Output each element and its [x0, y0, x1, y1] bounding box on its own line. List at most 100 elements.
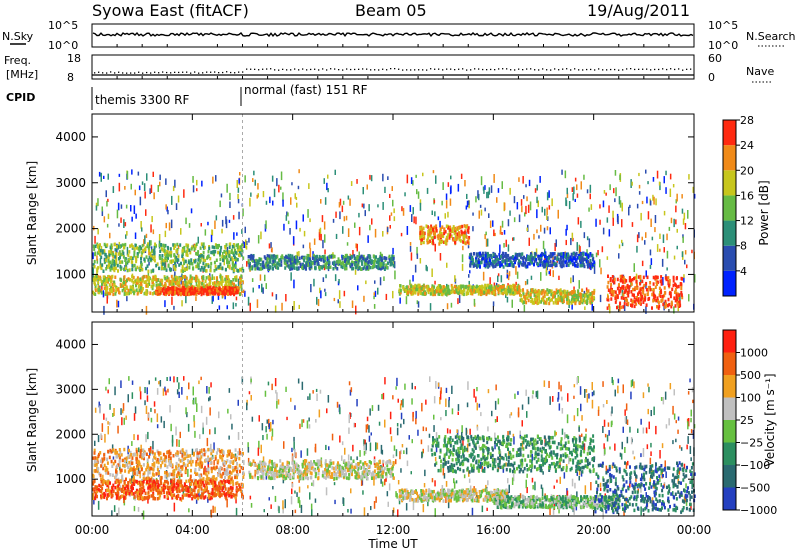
echo-cell: [199, 246, 202, 250]
nave-point: [382, 68, 384, 70]
scatter-cell: [427, 445, 430, 452]
freq-left-label-line2: [MHz]: [6, 68, 38, 81]
echo-cell: [431, 241, 434, 245]
echo-cell: [94, 244, 97, 248]
echo-cell: [481, 288, 483, 292]
echo-cell: [313, 262, 316, 266]
echo-cell: [494, 254, 497, 259]
echo-cell: [561, 260, 563, 264]
scatter-cell: [489, 277, 491, 285]
echo-cell: [176, 242, 179, 247]
scatter-cell: [197, 236, 199, 244]
echo-cell: [485, 288, 488, 292]
echo-cell: [202, 276, 205, 281]
scatter-cell: [565, 239, 567, 246]
echo-cell: [550, 289, 553, 293]
echo-cell: [293, 266, 296, 270]
echo-cell: [360, 267, 363, 271]
echo-cell: [190, 261, 193, 265]
echo-cell: [299, 262, 302, 267]
echo-cell: [628, 276, 631, 280]
scatter-cell: [347, 228, 350, 237]
echo-cell: [527, 294, 530, 298]
scatter-cell: [412, 180, 414, 186]
echo-cell: [159, 283, 162, 287]
scatter-cell: [688, 174, 690, 180]
scatter-cell: [226, 305, 228, 310]
echo-cell: [627, 294, 630, 298]
nave-point: [190, 72, 192, 74]
scatter-cell: [599, 259, 601, 268]
echo-cell: [100, 266, 103, 271]
scatter-cell: [503, 202, 506, 211]
echo-cell: [129, 278, 131, 282]
echo-cell: [174, 275, 177, 279]
echo-cell: [480, 290, 483, 295]
scatter-cell: [417, 301, 420, 308]
echo-cell: [217, 290, 220, 294]
scatter-cell: [494, 232, 496, 237]
scatter-cell: [199, 434, 201, 439]
scatter-cell: [245, 245, 248, 250]
echo-cell: [185, 292, 188, 296]
echo-cell: [492, 289, 495, 293]
echo-cell: [538, 254, 541, 259]
echo-cell: [239, 276, 241, 280]
echo-cell: [659, 288, 662, 293]
scatter-cell: [250, 503, 253, 508]
echo-cell: [242, 256, 245, 260]
echo-cell: [609, 277, 612, 281]
echo-cell: [151, 278, 154, 282]
scatter-cell: [237, 187, 240, 193]
echo-cell: [139, 286, 142, 290]
echo-cell: [484, 290, 487, 294]
scatter-cell: [540, 272, 542, 281]
scatter-cell: [645, 169, 647, 174]
echo-cell: [525, 258, 528, 262]
scatter-cell: [147, 470, 149, 479]
nave-point: [282, 68, 284, 70]
echo-cell: [259, 258, 261, 262]
echo-cell: [542, 288, 545, 293]
echo-cell: [542, 298, 545, 302]
echo-cell: [346, 255, 349, 260]
echo-cell: [453, 284, 456, 289]
echo-cell: [130, 255, 133, 260]
scatter-cell: [509, 210, 511, 216]
scatter-cell: [144, 235, 146, 244]
scatter-cell: [385, 293, 388, 300]
scatter-cell: [485, 231, 487, 236]
echo-cell: [195, 251, 198, 256]
echo-cell: [473, 252, 475, 256]
scatter-cell: [143, 183, 146, 191]
echo-cell: [109, 291, 112, 296]
scatter-cell: [160, 416, 163, 423]
scatter-cell: [490, 185, 493, 193]
echo-cell: [418, 283, 421, 288]
scatter-cell: [481, 466, 483, 472]
echo-cell: [624, 298, 627, 302]
echo-cell: [275, 263, 278, 267]
echo-cell: [306, 253, 309, 258]
scatter-cell: [431, 268, 433, 277]
scatter-cell: [245, 239, 247, 249]
echo-cell: [560, 256, 563, 261]
echo-cell: [95, 274, 98, 279]
echo-cell: [286, 260, 289, 264]
echo-cell: [382, 263, 384, 267]
echo-cell: [273, 259, 276, 264]
echo-cell: [160, 243, 163, 247]
scatter-cell: [187, 468, 189, 477]
echo-cell: [180, 261, 182, 266]
echo-cell: [478, 285, 481, 289]
scatter-cell: [326, 256, 329, 264]
echo-cell: [381, 266, 384, 270]
echo-cell: [106, 286, 109, 290]
scatter-cell: [124, 222, 127, 227]
nave-point: [454, 69, 456, 71]
nave-point: [526, 68, 528, 70]
echo-cell: [150, 257, 152, 261]
nave-point: [610, 68, 612, 71]
echo-cell: [480, 253, 483, 258]
echo-cell: [583, 257, 586, 261]
